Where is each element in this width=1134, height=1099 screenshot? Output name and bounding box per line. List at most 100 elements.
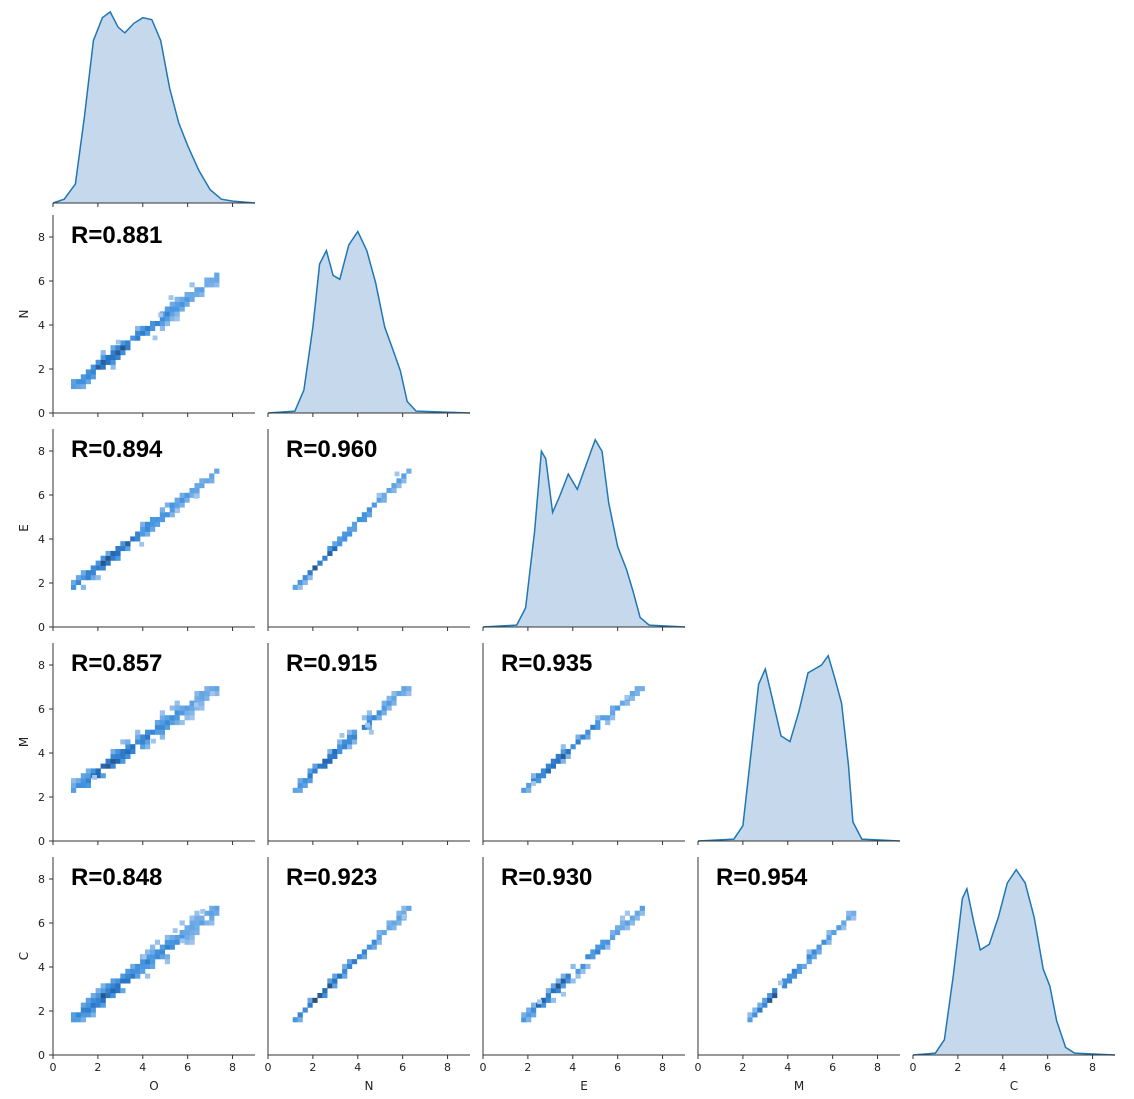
hist-bin: [90, 374, 96, 380]
hist-bin: [120, 749, 126, 755]
hist-bin: [184, 934, 190, 940]
hist-bin: [75, 778, 82, 784]
hist-bin: [550, 758, 556, 764]
hist-bin: [80, 1017, 86, 1023]
hist-bin: [619, 925, 626, 931]
hist-bin: [154, 949, 161, 955]
hist-bin: [125, 753, 131, 759]
panel-M-E: R=0.935: [482, 643, 685, 845]
y-tick-label: 6: [38, 489, 45, 502]
y-tick-label: 6: [38, 275, 45, 288]
hist-bin: [145, 954, 151, 960]
hist-bin: [209, 277, 215, 283]
hist-bin: [115, 749, 121, 755]
hist-bin: [356, 954, 363, 960]
hist-bin: [376, 930, 382, 936]
correlation-label-O-C: R=0.848: [71, 864, 162, 891]
hist-bin: [159, 954, 165, 960]
hist-bin: [204, 695, 210, 701]
hist-bin: [560, 744, 566, 750]
hist-bin: [110, 978, 116, 984]
hist-bin: [531, 1012, 537, 1018]
hist-bin: [351, 734, 358, 740]
hist-bin: [130, 968, 136, 974]
hist-bin: [337, 541, 343, 547]
hist-bin: [204, 277, 210, 283]
hist-bin: [184, 715, 190, 721]
hist-bin: [90, 1007, 96, 1013]
hist-bin: [150, 729, 156, 735]
hist-bin: [624, 700, 630, 706]
hist-bin: [169, 512, 175, 518]
hist-bin: [322, 993, 328, 999]
hist-bin: [545, 768, 551, 774]
hist-bin: [560, 758, 566, 764]
hist-bin: [297, 1012, 303, 1018]
hist-bin: [816, 944, 822, 950]
hist-bin: [189, 715, 195, 721]
hist-bin: [189, 282, 195, 288]
hist-bin: [351, 729, 358, 735]
correlation-label-O-N: R=0.881: [71, 222, 162, 249]
hist-bin: [209, 905, 215, 911]
x-tick-label: 0: [695, 1061, 702, 1074]
hist-bin: [194, 292, 200, 298]
hist-bin: [154, 724, 161, 730]
hist-bin: [297, 579, 303, 585]
y-tick-label: 4: [38, 961, 45, 974]
hist-bin: [90, 997, 96, 1003]
hist-bin: [307, 768, 313, 774]
y-tick-label: 4: [38, 533, 45, 546]
hist-bin: [210, 691, 215, 696]
hist-bin: [110, 988, 116, 994]
hist-bin: [105, 983, 111, 989]
hist-bin: [135, 973, 141, 979]
hist-bin: [386, 695, 392, 701]
hist-bin: [307, 778, 313, 784]
hist-bin: [110, 345, 116, 351]
hist-bin: [174, 497, 180, 503]
hist-bin: [194, 920, 200, 926]
hist-bin: [125, 340, 131, 346]
hist-bin: [634, 686, 640, 692]
hist-bin: [214, 910, 220, 916]
hist-bin: [150, 321, 156, 327]
hist-bin: [610, 710, 616, 716]
hist-bin: [371, 715, 377, 721]
hist-bin: [189, 934, 195, 940]
hist-bin: [811, 954, 817, 960]
hist-bin: [100, 350, 106, 356]
hist-bin: [110, 993, 116, 999]
panel-N-N: [267, 229, 471, 417]
hist-bin: [194, 287, 200, 293]
hist-bin: [204, 478, 210, 484]
hist-bin: [214, 691, 220, 697]
hist-bin: [851, 910, 857, 916]
hist-bin: [590, 949, 596, 955]
hist-bin: [381, 700, 387, 706]
hist-bin: [806, 954, 812, 960]
hist-bin: [342, 531, 348, 537]
hist-bin: [342, 744, 348, 750]
hist-bin: [184, 292, 190, 298]
hist-bin: [164, 715, 170, 721]
hist-bin: [209, 282, 215, 288]
hist-bin: [406, 905, 412, 911]
hist-bin: [366, 715, 372, 721]
hist-bin: [570, 963, 576, 969]
hist-bin: [521, 1017, 527, 1023]
hist-bin: [110, 364, 116, 370]
x-axis-label-M: M: [794, 1079, 804, 1093]
correlation-label-M-C: R=0.954: [716, 864, 808, 891]
hist-bin: [391, 488, 397, 494]
hist-bin: [342, 973, 348, 979]
hist-bin: [342, 536, 348, 542]
hist-bin: [619, 915, 626, 921]
hist-bin: [85, 369, 91, 375]
y-tick-label: 0: [38, 407, 45, 420]
hist-bin: [140, 968, 146, 974]
hist-bin: [366, 944, 372, 950]
hist-bin: [629, 691, 635, 697]
hist-bin: [120, 350, 126, 356]
hist-bin: [351, 739, 358, 745]
